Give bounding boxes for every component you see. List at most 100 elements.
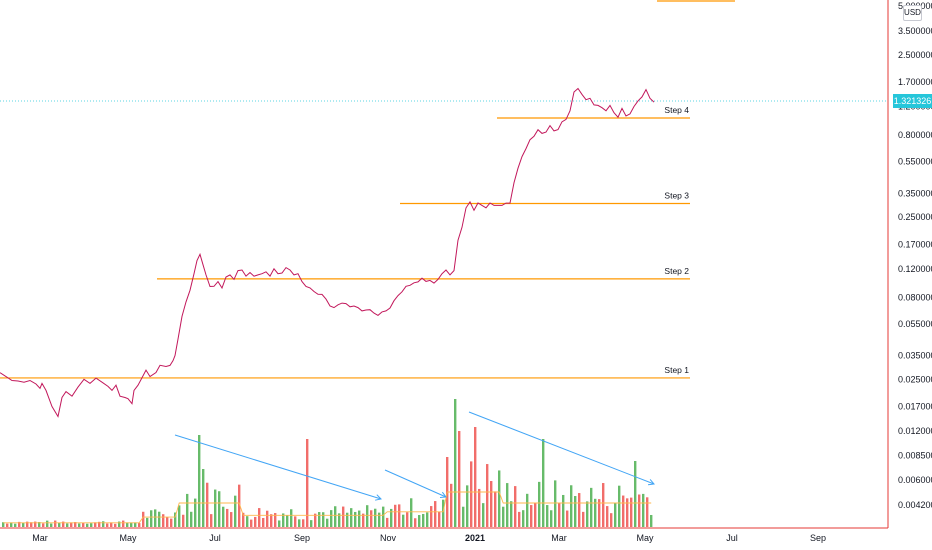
- x-tick-label-7: May: [636, 533, 654, 543]
- volume-bar: [286, 515, 289, 527]
- volume-bar: [58, 522, 61, 527]
- volume-bar: [434, 501, 437, 527]
- x-tick-label-6: Mar: [551, 533, 567, 543]
- volume-bar: [582, 511, 585, 527]
- volume-bar: [10, 522, 13, 527]
- level-label-step-1: Step 1: [664, 365, 689, 375]
- volume-bar: [186, 493, 189, 527]
- currency-badge[interactable]: USD: [903, 5, 922, 21]
- volume-bar: [554, 480, 557, 527]
- y-tick-label-19: 0.004200: [898, 500, 932, 510]
- y-tick-label-1: 3.500000: [898, 26, 932, 36]
- volume-bar: [474, 427, 477, 527]
- x-tick-label-9: Sep: [810, 533, 826, 543]
- volume-bar: [42, 523, 45, 527]
- volume-bar: [362, 513, 365, 527]
- volume-bar: [18, 521, 21, 527]
- volume-bar: [38, 521, 41, 527]
- volume-bar: [370, 510, 373, 527]
- volume-bar: [266, 510, 269, 527]
- volume-bars: [2, 399, 653, 527]
- volume-bar: [610, 513, 613, 527]
- volume-bar: [626, 498, 629, 527]
- volume-bar: [594, 498, 597, 527]
- volume-bar: [238, 484, 241, 527]
- volume-bar: [302, 519, 305, 527]
- volume-bar: [346, 512, 349, 527]
- volume-bar: [274, 513, 277, 527]
- volume-bar: [330, 510, 333, 527]
- volume-bar: [178, 505, 181, 527]
- volume-bar: [322, 512, 325, 527]
- level-label-step-3: Step 3: [664, 191, 689, 201]
- x-tick-label-2: Jul: [209, 533, 221, 543]
- volume-bar: [30, 522, 33, 527]
- volume-bar: [218, 491, 221, 527]
- volume-bar: [458, 431, 461, 527]
- volume-bar: [590, 487, 593, 527]
- volume-bar: [242, 512, 245, 527]
- volume-bar: [546, 505, 549, 527]
- volume-bar: [622, 495, 625, 527]
- level-label-step-2: Step 2: [664, 266, 689, 276]
- volume-trend-arrow: [174, 434, 382, 500]
- volume-bar: [194, 498, 197, 527]
- price-axis[interactable]: 5.0000003.5000002.5000001.7000001.200000…: [898, 1, 932, 510]
- volume-bar: [410, 498, 413, 527]
- volume-bar: [118, 521, 121, 527]
- volume-bar: [306, 439, 309, 527]
- volume-moving-average: [3, 491, 652, 524]
- volume-bar: [210, 514, 213, 527]
- volume-bar: [574, 496, 577, 527]
- volume-bar: [494, 491, 497, 527]
- volume-bar: [34, 521, 37, 527]
- volume-bar: [566, 510, 569, 527]
- volume-bar: [542, 439, 545, 527]
- x-tick-label-4: Nov: [380, 533, 397, 543]
- volume-bar: [578, 493, 581, 527]
- volume-bar: [390, 508, 393, 527]
- y-tick-label-3: 1.700000: [898, 77, 932, 87]
- x-tick-label-1: May: [119, 533, 137, 543]
- volume-bar: [234, 495, 237, 527]
- y-tick-label-5: 0.800000: [898, 130, 932, 140]
- volume-bar: [170, 518, 173, 527]
- y-tick-label-2: 2.500000: [898, 50, 932, 60]
- volume-bar: [470, 461, 473, 527]
- volume-bar: [422, 513, 425, 527]
- arrow-head-icon: [375, 494, 382, 501]
- volume-bar: [482, 503, 485, 527]
- volume-bar: [318, 512, 321, 527]
- volume-bar: [378, 512, 381, 527]
- volume-bar: [650, 514, 653, 527]
- volume-bar: [382, 506, 385, 527]
- x-tick-label-8: Jul: [726, 533, 738, 543]
- volume-bar: [26, 521, 29, 527]
- volume-bar: [618, 485, 621, 527]
- volume-bar: [298, 519, 301, 527]
- volume-bar: [250, 519, 253, 527]
- volume-bar: [606, 506, 609, 527]
- volume-bar: [198, 435, 201, 527]
- volume-bar: [558, 502, 561, 527]
- volume-bar: [418, 515, 421, 527]
- y-tick-label-10: 0.120000: [898, 264, 932, 274]
- volume-bar: [598, 499, 601, 527]
- volume-bar: [386, 517, 389, 527]
- volume-bar: [326, 518, 329, 527]
- volume-bar: [82, 522, 85, 527]
- volume-bar: [314, 513, 317, 527]
- volume-bar: [310, 520, 313, 527]
- volume-bar: [490, 481, 493, 527]
- volume-bar: [246, 516, 249, 527]
- volume-bar: [562, 494, 565, 527]
- volume-bar: [98, 521, 101, 527]
- y-tick-label-18: 0.006000: [898, 475, 932, 485]
- y-tick-label-15: 0.017000: [898, 401, 932, 411]
- volume-bar: [454, 399, 457, 527]
- volume-bar: [14, 523, 17, 527]
- volume-bar: [134, 522, 137, 527]
- volume-bar: [506, 483, 509, 527]
- time-axis[interactable]: Mar May Jul Sep Nov 2021 Mar May Jul Sep: [32, 533, 826, 543]
